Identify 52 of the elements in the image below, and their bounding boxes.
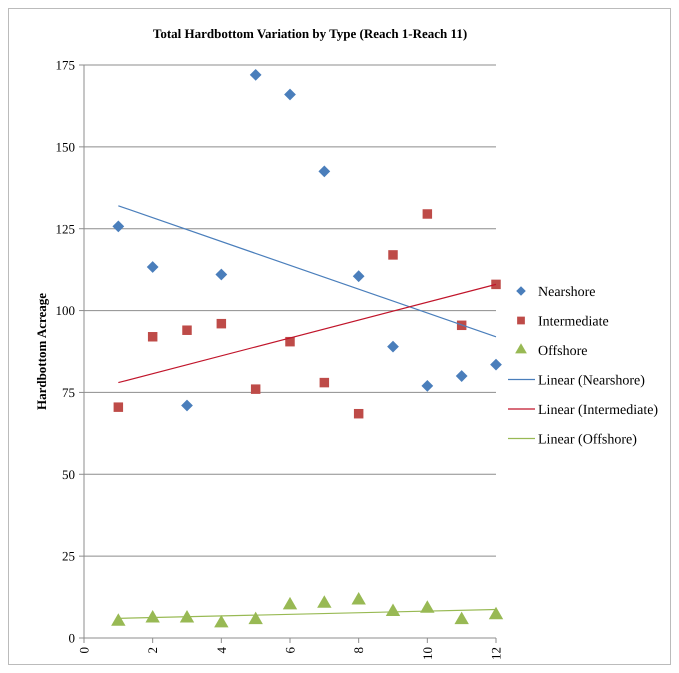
point — [145, 610, 160, 623]
y-tick-label: 25 — [62, 548, 75, 564]
point — [215, 268, 228, 280]
point — [216, 318, 226, 328]
legend-label: Intermediate — [538, 314, 609, 330]
point — [112, 220, 124, 232]
x-tick-label: 0 — [76, 647, 92, 654]
point — [181, 400, 193, 412]
y-tick-label: 75 — [62, 384, 75, 400]
point — [351, 592, 366, 605]
point — [320, 378, 330, 388]
legend-label: Offshore — [538, 344, 588, 359]
x-tick-label: 6 — [282, 646, 298, 654]
legend-label: Linear (Offshore) — [538, 432, 638, 448]
point — [146, 261, 159, 273]
point — [422, 209, 432, 219]
legend-label: Linear (Nearshore) — [538, 373, 646, 388]
y-tick-label: 175 — [56, 58, 75, 73]
point — [352, 270, 365, 282]
point — [182, 325, 192, 335]
point — [318, 166, 330, 178]
point — [284, 88, 296, 100]
y-tick-label: 100 — [56, 303, 75, 318]
point — [387, 340, 399, 352]
point — [488, 606, 504, 620]
y-axis-title: Hardbottom Acreage — [34, 292, 49, 410]
y-tick-label: 150 — [56, 139, 75, 154]
point — [250, 68, 262, 81]
point — [114, 402, 124, 412]
point — [421, 380, 434, 392]
point — [214, 614, 229, 628]
point — [456, 370, 468, 382]
point — [148, 332, 158, 342]
y-tick-label: 125 — [56, 221, 75, 236]
point — [454, 612, 469, 624]
y-tick-label: 50 — [62, 466, 75, 482]
point — [250, 384, 260, 394]
point — [490, 358, 502, 370]
legend-label: Linear (Intermediate) — [538, 402, 658, 418]
chart-title: Total Hardbottom Variation by Type (Reach 1-Reach 11) — [152, 26, 468, 41]
legend-label: Nearshore — [538, 284, 596, 300]
point — [354, 408, 364, 418]
point — [248, 612, 263, 624]
x-tick-label: 4 — [214, 646, 229, 654]
x-tick-label: 10 — [420, 647, 435, 660]
x-tick-label: 12 — [488, 647, 504, 660]
point — [111, 613, 126, 626]
point — [317, 595, 332, 608]
x-tick-label: 8 — [351, 647, 366, 654]
point — [388, 250, 398, 260]
point — [282, 596, 298, 610]
x-tick-label: 2 — [145, 647, 160, 654]
